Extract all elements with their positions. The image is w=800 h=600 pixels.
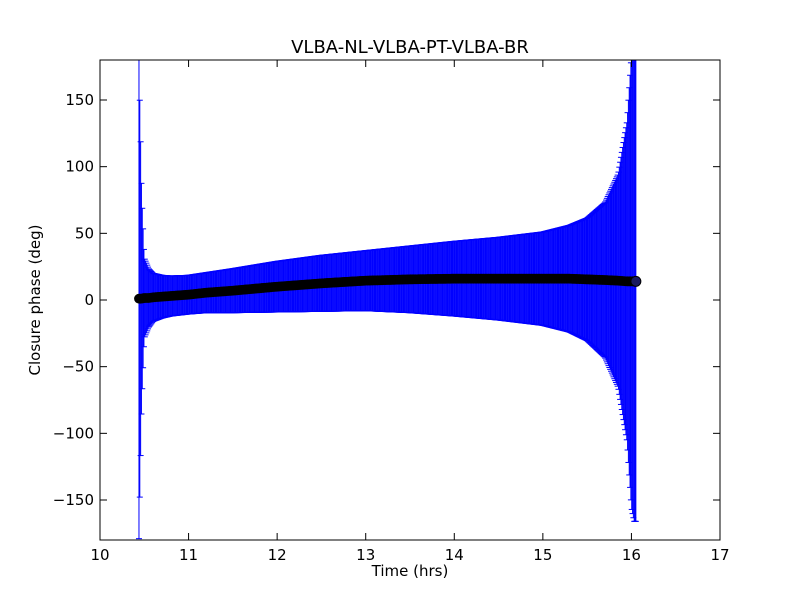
x-tick-label: 17: [710, 546, 729, 564]
y-axis: −150 −100 −50 0 50 100 150: [53, 91, 720, 509]
y-tick-label: −150: [53, 491, 94, 509]
x-axis: 10 11 12 13 14 15 16 17: [90, 60, 730, 564]
y-tick-label: −100: [53, 424, 94, 442]
x-tick-label: 13: [356, 546, 375, 564]
data-point-group: [134, 273, 642, 304]
x-tick-label: 16: [622, 546, 641, 564]
data-point: [630, 275, 642, 287]
y-tick-label: 50: [75, 224, 94, 242]
y-tick-label: 150: [65, 91, 94, 109]
chart-title: VLBA-NL-VLBA-PT-VLBA-BR: [291, 37, 529, 58]
x-tick-label: 12: [268, 546, 287, 564]
y-axis-label: Closure phase (deg): [26, 225, 44, 376]
y-tick-label: 100: [65, 158, 94, 176]
y-tick-label: −50: [62, 358, 94, 376]
x-tick-label: 14: [445, 546, 464, 564]
x-tick-label: 11: [179, 546, 198, 564]
plot-frame: [99, 59, 721, 541]
x-tick-label: 15: [533, 546, 552, 564]
y-tick-label: 0: [84, 291, 94, 309]
x-axis-label: Time (hrs): [371, 562, 449, 580]
x-tick-label: 10: [90, 546, 109, 564]
